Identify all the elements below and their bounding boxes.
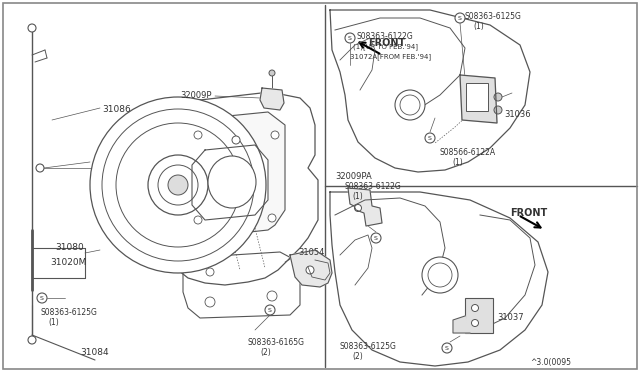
Circle shape bbox=[232, 136, 240, 144]
Text: S: S bbox=[445, 346, 449, 350]
Text: 31072A[FROM FEB.'94]: 31072A[FROM FEB.'94] bbox=[350, 53, 431, 60]
Circle shape bbox=[268, 214, 276, 222]
Circle shape bbox=[90, 97, 266, 273]
Text: 31020M: 31020M bbox=[50, 258, 86, 267]
Polygon shape bbox=[460, 75, 497, 123]
Circle shape bbox=[395, 90, 425, 120]
Circle shape bbox=[28, 24, 36, 32]
Circle shape bbox=[148, 155, 208, 215]
Circle shape bbox=[442, 343, 452, 353]
Text: 31037: 31037 bbox=[497, 313, 524, 322]
Text: S08363-6125G: S08363-6125G bbox=[340, 342, 397, 351]
Polygon shape bbox=[330, 192, 548, 366]
Circle shape bbox=[267, 291, 277, 301]
Text: S: S bbox=[374, 235, 378, 241]
Polygon shape bbox=[260, 88, 284, 110]
Circle shape bbox=[28, 336, 36, 344]
Text: (1)[UP TO FEB.'94]: (1)[UP TO FEB.'94] bbox=[353, 43, 418, 50]
Text: S: S bbox=[268, 308, 272, 312]
Polygon shape bbox=[330, 10, 530, 172]
Circle shape bbox=[36, 164, 44, 172]
Text: (2): (2) bbox=[260, 348, 271, 357]
Text: 32009PA: 32009PA bbox=[335, 172, 372, 181]
Circle shape bbox=[425, 133, 435, 143]
Circle shape bbox=[371, 233, 381, 243]
Circle shape bbox=[472, 320, 479, 327]
Text: S: S bbox=[348, 35, 352, 41]
Text: S08363-6165G: S08363-6165G bbox=[248, 338, 305, 347]
Circle shape bbox=[428, 263, 452, 287]
Circle shape bbox=[345, 33, 355, 43]
Text: (1): (1) bbox=[48, 318, 59, 327]
Circle shape bbox=[168, 175, 188, 195]
Text: ^3.0(0095: ^3.0(0095 bbox=[530, 358, 571, 367]
Polygon shape bbox=[182, 112, 285, 238]
Polygon shape bbox=[168, 92, 318, 285]
Circle shape bbox=[116, 123, 240, 247]
Text: S: S bbox=[428, 135, 432, 141]
Circle shape bbox=[306, 266, 314, 274]
Polygon shape bbox=[290, 250, 332, 287]
Circle shape bbox=[455, 13, 465, 23]
Circle shape bbox=[265, 305, 275, 315]
Circle shape bbox=[37, 293, 47, 303]
Text: S08363-6122G: S08363-6122G bbox=[345, 182, 402, 191]
Bar bbox=[465, 298, 493, 333]
Polygon shape bbox=[453, 316, 470, 333]
Text: (2): (2) bbox=[352, 352, 363, 361]
Polygon shape bbox=[348, 188, 382, 226]
Text: 31080: 31080 bbox=[55, 243, 84, 252]
Text: 31009: 31009 bbox=[92, 159, 121, 168]
Bar bbox=[466, 83, 488, 111]
Circle shape bbox=[194, 216, 202, 224]
Text: 31086: 31086 bbox=[102, 105, 131, 114]
Circle shape bbox=[205, 297, 215, 307]
Ellipse shape bbox=[208, 156, 256, 208]
Circle shape bbox=[206, 268, 214, 276]
Text: 31054: 31054 bbox=[298, 248, 324, 257]
Circle shape bbox=[472, 305, 479, 311]
Text: FRONT: FRONT bbox=[510, 208, 547, 218]
Text: S: S bbox=[458, 16, 462, 20]
Text: 32009P: 32009P bbox=[180, 91, 211, 100]
Text: (1): (1) bbox=[352, 192, 363, 201]
Circle shape bbox=[194, 131, 202, 139]
Text: S08363-6122G: S08363-6122G bbox=[357, 32, 413, 41]
Circle shape bbox=[355, 205, 362, 212]
Text: (1): (1) bbox=[473, 22, 484, 31]
Text: S: S bbox=[40, 295, 44, 301]
Circle shape bbox=[102, 109, 254, 261]
Circle shape bbox=[494, 106, 502, 114]
Text: (1): (1) bbox=[452, 158, 463, 167]
Text: 31084: 31084 bbox=[80, 348, 109, 357]
Circle shape bbox=[158, 165, 198, 205]
Text: S08363-6125G: S08363-6125G bbox=[465, 12, 522, 21]
Polygon shape bbox=[192, 145, 268, 220]
Text: S08363-6125G: S08363-6125G bbox=[40, 308, 97, 317]
Text: 31036: 31036 bbox=[504, 110, 531, 119]
Circle shape bbox=[494, 93, 502, 101]
Polygon shape bbox=[183, 252, 300, 318]
Text: FRONT: FRONT bbox=[368, 38, 405, 48]
Text: S08566-6122A: S08566-6122A bbox=[440, 148, 496, 157]
Circle shape bbox=[422, 257, 458, 293]
Circle shape bbox=[269, 70, 275, 76]
Circle shape bbox=[271, 131, 279, 139]
Circle shape bbox=[400, 95, 420, 115]
